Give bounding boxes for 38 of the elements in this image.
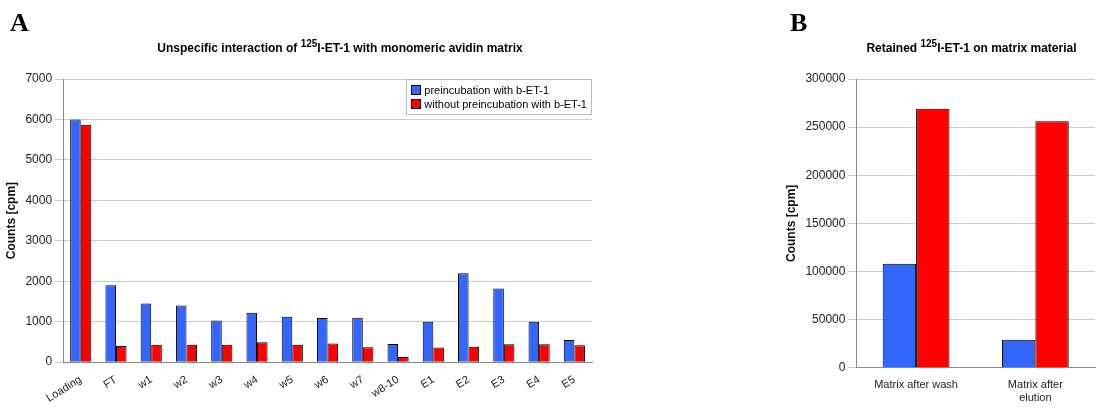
x-tick-label: E5 [559,372,578,391]
y-tick-label: 3000 [25,233,53,248]
y-tick-label: 0 [838,359,846,374]
x-tick-label: E4 [523,372,542,391]
y-tick-label: 200000 [805,167,846,182]
legend-label: preincubation with b-ET-1 [424,84,550,96]
x-tick-label: Matrix after wash [874,378,958,391]
x-tick-label: E2 [453,372,472,391]
y-tick-label: 100000 [805,263,846,278]
x-tick-label: E3 [488,372,507,391]
y-tick-label: 150000 [805,215,846,230]
y-tick-label: 6000 [25,111,53,126]
x-tick-label: w3 [205,372,225,391]
y-tick-label: 1000 [25,314,53,329]
y-axis-title: Counts [cpm] [3,181,18,260]
x-tick-label: w2 [170,372,190,391]
text: B [790,8,808,38]
x-tick-label: Matrix after elution [1007,378,1064,404]
y-tick-label: 2000 [25,273,53,288]
chart-title: Unspecific interaction of $^{125}$I-ET-1 with monomeric avidin matrix [156,38,524,55]
x-tick-label: w4 [240,372,260,391]
x-tick-label: FT [100,372,119,391]
x-tick-label: w6 [311,372,331,391]
chart-title: Retained $^{125}$I-ET-1 on matrix material [865,38,1078,55]
y-tick-label: 4000 [25,192,53,207]
x-tick-label: w5 [275,372,295,391]
y-tick-label: 0 [45,354,53,369]
y-tick-label: 250000 [805,119,846,134]
x-tick-label: E1 [418,372,436,391]
y-tick-label: 300000 [805,71,846,86]
x-tick-label: w7 [346,372,366,391]
y-tick-label: 7000 [25,71,53,86]
y-tick-label: 50000 [812,311,846,326]
text: A [10,8,29,38]
y-axis-title: Counts [cpm] [783,184,798,262]
y-tick-label: 5000 [25,152,53,167]
x-tick-label: w1 [134,372,154,391]
legend-label: without preincubation with b-ET-1 [424,98,587,110]
